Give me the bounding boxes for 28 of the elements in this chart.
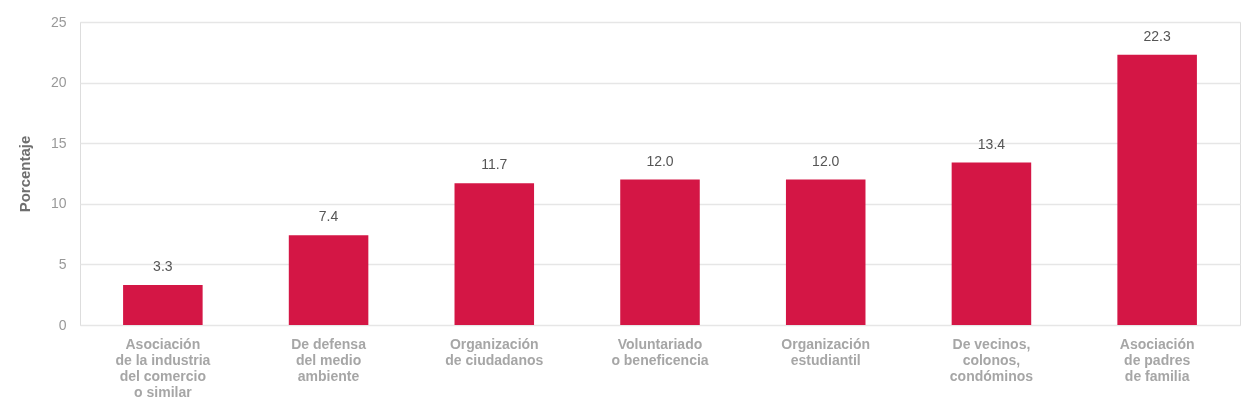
- x-tick-label: Organización de ciudadanos: [445, 335, 544, 368]
- x-tick-label: De vecinos, colonos, condóminos: [949, 335, 1034, 384]
- x-tick-label: Organización estudiantil: [781, 335, 871, 368]
- bar: [454, 183, 535, 325]
- data-label: 12.0: [646, 152, 674, 169]
- y-tick-label: 10: [50, 195, 67, 212]
- bar: [1117, 54, 1197, 325]
- bar: [620, 179, 700, 325]
- y-tick-label: 20: [50, 74, 67, 91]
- data-label: 11.7: [481, 156, 508, 173]
- y-tick-label: 5: [58, 255, 67, 272]
- x-tick-label: Asociación de la industria del comercio o similar: [115, 335, 211, 400]
- y-tick-label: 25: [50, 13, 67, 30]
- y-axis-title: Porcentaje: [15, 135, 33, 213]
- bar: [951, 162, 1032, 325]
- data-label: 3.3: [153, 258, 173, 274]
- x-tick-label: Voluntariado o beneficencia: [611, 335, 709, 368]
- data-label: 13.4: [977, 135, 1006, 152]
- data-label: 12.0: [812, 152, 840, 169]
- y-tick-label: 0: [58, 316, 67, 333]
- x-tick-label: Asociación de padres de familia: [1119, 335, 1195, 384]
- bar: [785, 179, 866, 325]
- data-label: 7.4: [318, 208, 339, 225]
- x-tick-label: De defensa del medio ambiente: [291, 335, 367, 384]
- y-tick-label: 15: [50, 134, 67, 151]
- bar: [123, 285, 203, 325]
- bar: [288, 235, 369, 325]
- data-label: 22.3: [1143, 27, 1171, 44]
